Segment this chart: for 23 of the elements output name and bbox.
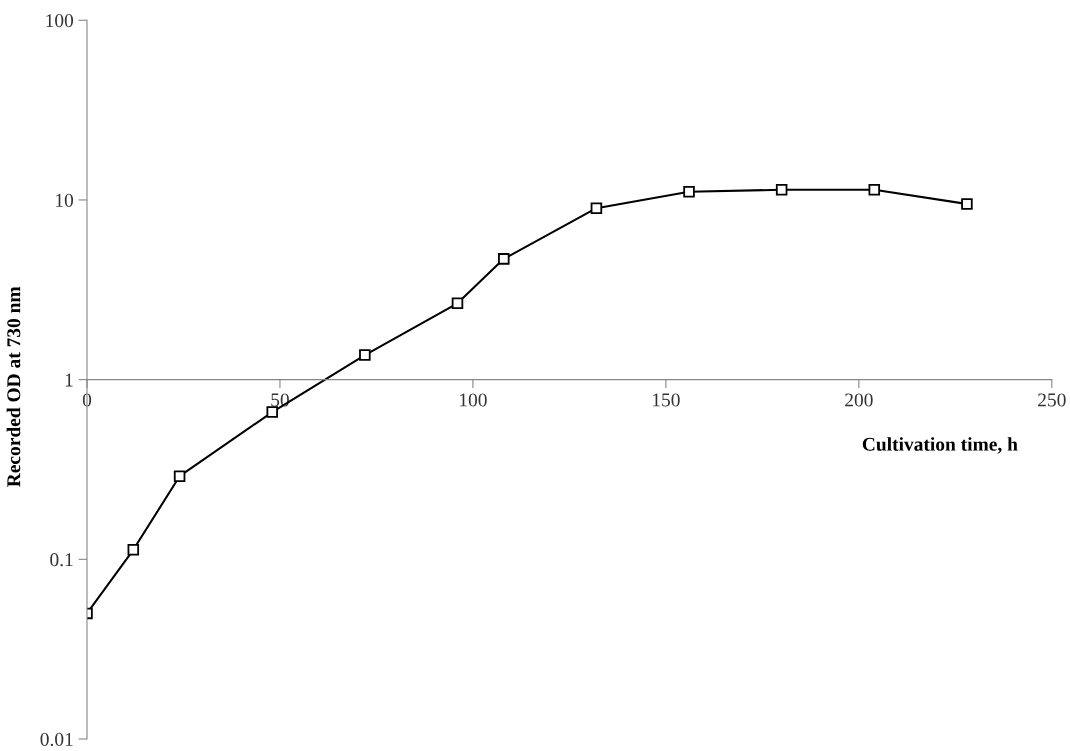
y-tick-label: 100 (46, 14, 74, 28)
point (359, 349, 371, 361)
y-axis-title: Recorded OD at 730 nm (6, 286, 21, 487)
point (451, 297, 464, 310)
x-tick-label: 250 (1038, 393, 1066, 407)
point (127, 544, 140, 556)
point (683, 186, 695, 198)
x-tick-label: 200 (845, 393, 873, 407)
x-tick-label: 150 (653, 393, 680, 407)
x-axis-title: Cultivation time, h (862, 437, 1018, 454)
y-tick-label: 0.1 (50, 553, 73, 567)
point (173, 470, 186, 482)
y-tick-label: 0.01 (40, 732, 73, 747)
point (498, 253, 510, 265)
point (961, 198, 973, 210)
point (775, 183, 788, 196)
point (266, 406, 279, 418)
y-tick-label: 10 (56, 193, 74, 207)
x-tick-label: 0 (82, 393, 92, 407)
point (868, 183, 881, 196)
point (590, 202, 603, 214)
x-tick-label: 100 (460, 393, 487, 407)
y-tick-label: 1 (65, 373, 73, 387)
